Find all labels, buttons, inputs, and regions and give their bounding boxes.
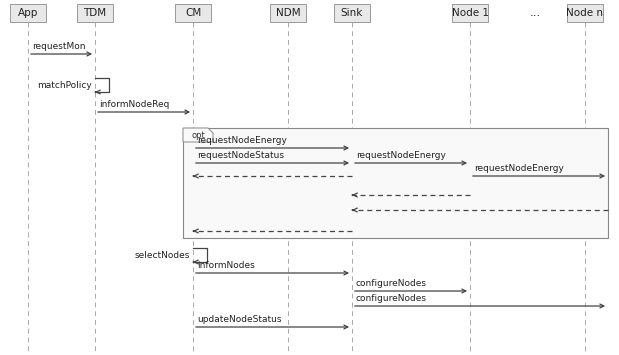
Text: ...: ... [529,6,540,20]
Bar [183,128,608,238]
Text: configureNodes: configureNodes [356,279,427,288]
Bar [270,4,306,22]
Text: informNodes: informNodes [197,261,255,270]
Text: Node n: Node n [566,8,604,18]
Text: requestNodeStatus: requestNodeStatus [197,151,284,160]
Bar [567,4,603,22]
Bar [77,4,113,22]
Text: configureNodes: configureNodes [356,294,427,303]
Bar [334,4,370,22]
Text: TDM: TDM [84,8,106,18]
Text: requestNodeEnergy: requestNodeEnergy [474,164,564,173]
Bar [10,4,46,22]
Text: NDM: NDM [275,8,300,18]
Text: requestMon: requestMon [32,42,85,51]
Text: selectNodes: selectNodes [134,251,190,260]
Text: requestNodeEnergy: requestNodeEnergy [356,151,446,160]
Text: App: App [18,8,38,18]
Bar [452,4,488,22]
Text: informNodeReq: informNodeReq [99,100,170,109]
Text: requestNodeEnergy: requestNodeEnergy [197,136,287,145]
Polygon shape [183,128,213,142]
Bar [175,4,211,22]
Text: matchPolicy: matchPolicy [37,81,92,89]
Text: updateNodeStatus: updateNodeStatus [197,315,282,324]
Text: CM: CM [185,8,201,18]
Text: Sink: Sink [341,8,363,18]
Text: Node 1: Node 1 [451,8,488,18]
Text: opt: opt [191,131,205,140]
